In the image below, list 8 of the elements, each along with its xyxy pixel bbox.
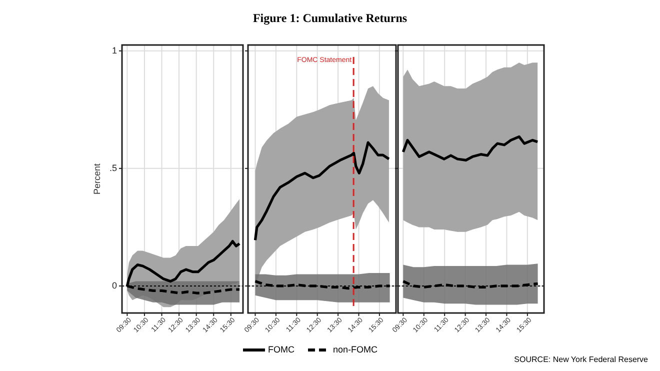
y-tick-label: 1 — [112, 45, 117, 56]
legend-label: FOMC — [268, 344, 295, 354]
y-axis-title: Percent — [92, 163, 102, 195]
y-tick-label: .5 — [109, 162, 117, 173]
y-tick-label: 0 — [112, 280, 117, 290]
chart-title: Figure 1: Cumulative Returns — [252, 11, 408, 25]
source-note: SOURCE: New York Federal Reserve — [514, 355, 649, 364]
legend-label: non-FOMC — [333, 344, 378, 354]
